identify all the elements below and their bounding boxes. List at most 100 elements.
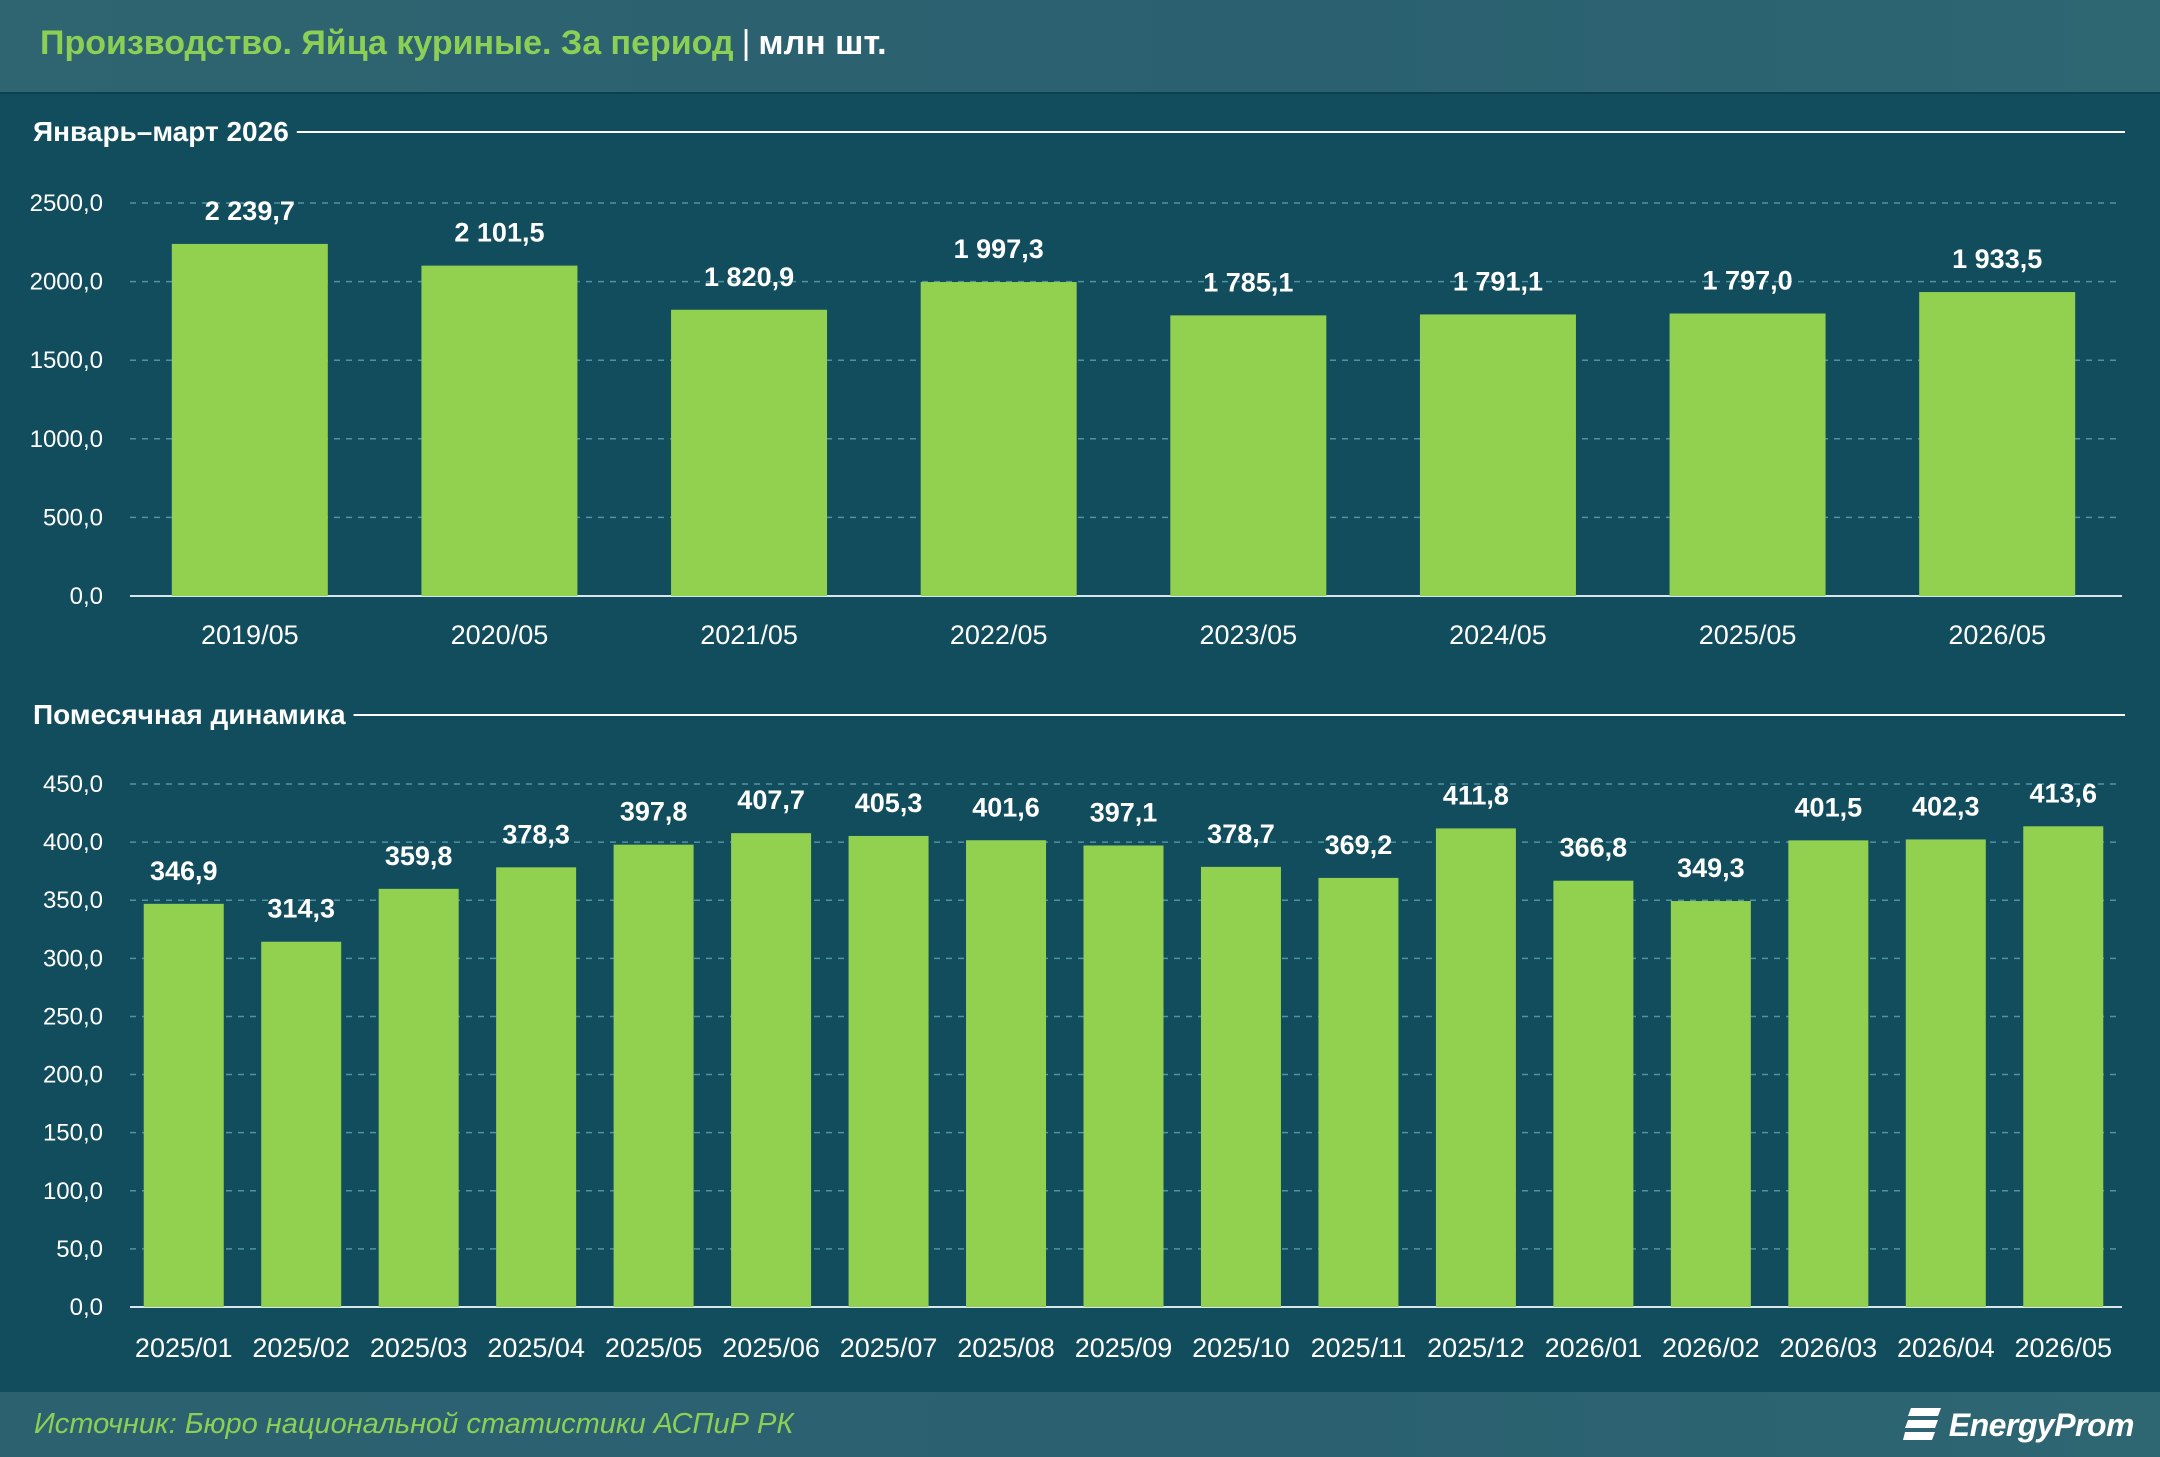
chart1-x-tick-label: 2023/05 — [1200, 620, 1298, 650]
chart2-bar — [966, 840, 1047, 1307]
chart1-title: Январь–март 2026 — [33, 116, 289, 147]
chart2-x-tick-label: 2025/08 — [957, 1333, 1055, 1363]
chart2-data-label: 378,7 — [1207, 819, 1275, 849]
chart1-bar — [1419, 314, 1576, 596]
chart2-data-label: 359,8 — [385, 841, 453, 871]
chart2-x-tick-label: 2026/03 — [1780, 1333, 1878, 1363]
chart1-y-tick-label: 0,0 — [70, 583, 103, 610]
energyprom-logo-icon — [1902, 1408, 1941, 1440]
chart1-x-tick-label: 2020/05 — [451, 620, 549, 650]
chart2-bar — [1905, 839, 1986, 1307]
chart1-x-tick-label: 2025/05 — [1699, 620, 1797, 650]
chart1-data-label: 1 791,1 — [1453, 266, 1543, 296]
chart2-x-tick-label: 2026/02 — [1662, 1333, 1760, 1363]
chart1-x-tick-label: 2019/05 — [201, 620, 299, 650]
logo-text: EnergyProm — [1948, 1406, 2135, 1443]
title-separator: | — [741, 24, 751, 62]
page-title: Производство. Яйца куриные. За период | мл… — [40, 24, 887, 63]
chart1-data-label: 1 997,3 — [954, 234, 1044, 264]
chart1-data-label: 1 933,5 — [1952, 244, 2042, 274]
chart2-x-tick-label: 2025/03 — [370, 1333, 468, 1363]
chart1-y-tick-label: 1000,0 — [30, 426, 103, 453]
chart2-bar — [1553, 880, 1634, 1307]
chart2-data-label: 397,1 — [1090, 797, 1158, 827]
chart2-data-label: 366,8 — [1560, 833, 1628, 863]
chart2-data-label: 369,2 — [1325, 830, 1393, 860]
chart1-y-tick-label: 2000,0 — [30, 269, 103, 296]
header: Производство. Яйца куриные. За период | мл… — [0, 0, 2160, 94]
chart2-y-tick-label: 100,0 — [43, 1178, 103, 1205]
chart2-bar — [1200, 866, 1281, 1307]
chart2-bar — [848, 835, 929, 1307]
chart2-y-tick-label: 0,0 — [70, 1294, 103, 1321]
chart2-y-tick-label: 50,0 — [56, 1236, 103, 1263]
chart2-x-tick-label: 2025/11 — [1311, 1333, 1407, 1363]
chart1-bar — [671, 309, 828, 596]
chart1-data-label: 2 239,7 — [205, 196, 295, 226]
chart1-y-tick-label: 1500,0 — [30, 347, 103, 374]
chart2-bar — [613, 844, 694, 1307]
chart2-y-tick-label: 350,0 — [43, 887, 103, 914]
chart1-bar — [421, 265, 578, 596]
chart2-data-label: 405,3 — [855, 788, 923, 818]
chart2-bar — [1788, 840, 1869, 1307]
chart1-bar — [1669, 313, 1826, 596]
chart2-y-tick-label: 400,0 — [43, 829, 103, 856]
chart2-title: Помесячная динамика — [33, 699, 346, 730]
chart2-data-label: 411,8 — [1443, 780, 1509, 810]
chart1-x-tick-label: 2024/05 — [1449, 620, 1547, 650]
chart2-data-label: 346,9 — [150, 856, 218, 886]
chart2-data-label: 413,6 — [2029, 778, 2097, 808]
chart2-x-tick-label: 2025/02 — [252, 1333, 350, 1363]
chart1-x-tick-label: 2022/05 — [950, 620, 1048, 650]
chart2-x-tick-label: 2025/10 — [1192, 1333, 1290, 1363]
chart2-x-tick-label: 2025/12 — [1427, 1333, 1525, 1363]
chart2-x-tick-label: 2026/04 — [1897, 1333, 1995, 1363]
chart1-bar — [171, 243, 328, 596]
chart2-x-tick-label: 2026/05 — [2014, 1333, 2112, 1363]
chart2-data-label: 378,3 — [502, 819, 570, 849]
logo: EnergyProm — [1902, 1404, 2135, 1446]
chart2-data-label: 401,6 — [972, 792, 1040, 822]
chart1-x-tick-label: 2026/05 — [1948, 620, 2046, 650]
chart2-bar — [261, 941, 342, 1307]
chart2-bar — [731, 833, 812, 1307]
chart1-bar — [1170, 315, 1327, 596]
source-text: Источник: Бюро национальной статистики А… — [34, 1408, 794, 1440]
charts-canvas: Январь–март 2026 0,0 500,0 1000,0 1500,0 2000… — [30, 116, 2125, 1363]
chart2-x-tick-label: 2025/06 — [722, 1333, 820, 1363]
chart2-y-tick-label: 450,0 — [43, 771, 103, 798]
chart1-bar — [920, 282, 1077, 596]
chart1-data-label: 1 820,9 — [704, 262, 794, 292]
chart1-data-label: 1 785,1 — [1203, 267, 1293, 297]
chart2-x-tick-label: 2025/01 — [135, 1333, 233, 1363]
chart2-bar — [143, 903, 224, 1307]
chart2-x-tick-label: 2025/04 — [487, 1333, 585, 1363]
chart1-data-label: 1 797,0 — [1703, 266, 1793, 296]
chart2-bar — [1435, 828, 1516, 1307]
chart2-bar — [2023, 826, 2104, 1307]
chart2-bar — [1083, 845, 1164, 1307]
chart2-data-label: 402,3 — [1912, 791, 1980, 821]
chart2-data-label: 314,3 — [267, 894, 335, 924]
chart2-data-label: 397,8 — [620, 797, 688, 827]
chart2-bar — [496, 867, 577, 1307]
chart2-bar — [1318, 877, 1399, 1307]
chart1-x-tick-label: 2021/05 — [700, 620, 798, 650]
chart2-bar — [378, 888, 459, 1307]
title-text: Производство. Яйца куриные. За период — [40, 24, 734, 62]
footer: Источник: Бюро национальной статистики А… — [0, 1392, 2160, 1457]
chart2-x-tick-label: 2025/09 — [1075, 1333, 1173, 1363]
chart1-bar — [1919, 292, 2076, 596]
chart2-data-label: 407,7 — [737, 785, 805, 815]
chart2-x-tick-label: 2025/05 — [605, 1333, 703, 1363]
chart1-data-label: 2 101,5 — [454, 218, 544, 248]
chart2-data-label: 349,3 — [1677, 853, 1745, 883]
unit-label: млн шт. — [758, 24, 887, 62]
chart2-x-tick-label: 2026/01 — [1545, 1333, 1643, 1363]
chart2-data-label: 401,5 — [1795, 792, 1863, 822]
chart2-bar — [1670, 901, 1751, 1307]
chart1-y-tick-label: 2500,0 — [30, 190, 103, 217]
chart2-y-tick-label: 300,0 — [43, 945, 103, 972]
chart2-y-tick-label: 150,0 — [43, 1120, 103, 1147]
